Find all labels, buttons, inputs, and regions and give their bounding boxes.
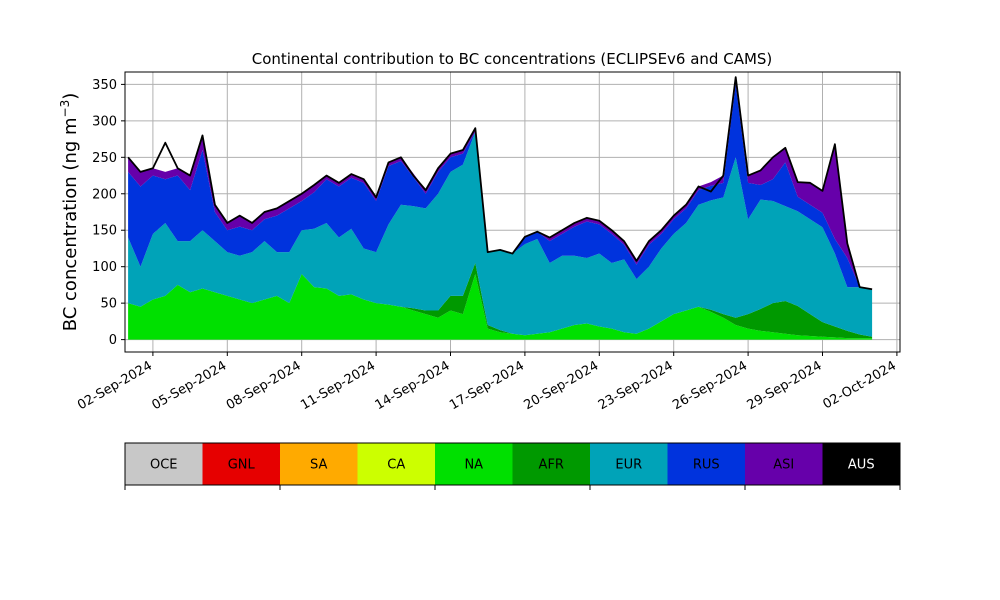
legend-swatch-ca <box>357 443 436 485</box>
legend-label: GNL <box>228 458 256 473</box>
legend-swatch-afr <box>512 443 591 485</box>
legend-frame <box>124 442 901 486</box>
y-tick-label: 350 <box>92 78 117 93</box>
legend-swatch-gnl <box>202 443 281 485</box>
area-afr <box>128 263 873 339</box>
y-tick-label: 0 <box>109 333 117 348</box>
plot-area <box>124 71 901 353</box>
colorbar-legend: OCE GNL SA CA NA AFR EUR RUS ASI AUS <box>124 442 901 490</box>
legend-label: ASI <box>773 458 794 473</box>
area-na <box>128 273 873 340</box>
legend-swatch-na <box>435 443 513 485</box>
chart-title: Continental contribution to BC concentra… <box>252 50 773 68</box>
y-axis-label-superscript: −3 <box>58 100 72 118</box>
legend-label: RUS <box>693 458 720 473</box>
stacked-areas <box>128 77 873 340</box>
plot-frame <box>124 71 901 353</box>
legend-label: OCE <box>150 458 178 473</box>
y-tick-label: 200 <box>92 187 117 202</box>
y-axis: 0 50 100 150 200 250 300 350 <box>92 78 125 348</box>
legend-label: AUS <box>848 458 875 473</box>
y-axis-label: BC concentration (ng m−3) <box>58 93 81 332</box>
legend-label: CA <box>387 458 405 473</box>
area-rus <box>128 84 873 290</box>
legend-swatch-asi <box>745 443 823 485</box>
legend-swatch-aus <box>822 443 901 485</box>
y-axis-label-main: BC concentration (ng m <box>60 117 81 331</box>
legend-swatch-rus <box>667 443 746 485</box>
legend-label: NA <box>464 458 483 473</box>
y-tick-label: 100 <box>92 260 117 275</box>
legend-swatch-eur <box>590 443 668 485</box>
area-eur <box>128 131 873 337</box>
total-line <box>127 76 873 291</box>
y-tick-label: 150 <box>92 224 117 239</box>
y-tick-label: 50 <box>100 297 117 312</box>
legend-swatch-sa <box>280 443 358 485</box>
legend-label: SA <box>310 458 327 473</box>
y-tick-label: 250 <box>92 151 117 166</box>
y-axis-label-end: ) <box>60 93 81 100</box>
legend-swatch-oce <box>125 443 203 485</box>
legend-label: EUR <box>615 458 642 473</box>
y-tick-label: 300 <box>92 114 117 129</box>
legend-label: AFR <box>539 458 564 473</box>
total-line-group <box>127 76 873 291</box>
